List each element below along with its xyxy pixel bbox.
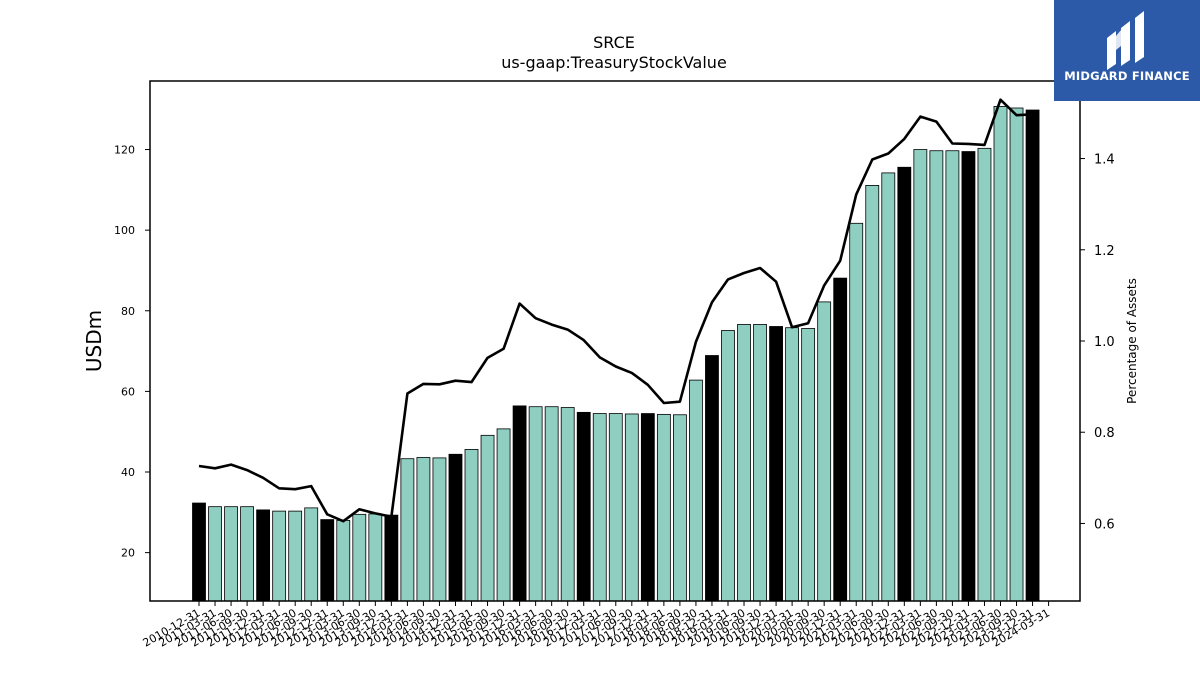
- midgard-logo-icon: [1107, 11, 1144, 70]
- bar-2013-09-30: [368, 513, 383, 602]
- y-tick-label: 60: [121, 385, 135, 398]
- bar-2021-06-30: [865, 185, 880, 602]
- bar-2021-12-31: [897, 166, 912, 602]
- bar-2017-06-30: [608, 413, 623, 602]
- bar-2021-09-30: [881, 172, 896, 602]
- bar-2021-03-31: [849, 222, 864, 602]
- bar-2020-03-31: [785, 327, 800, 602]
- bar-2011-03-31: [208, 506, 222, 602]
- bar-2023-06-30: [993, 105, 1008, 602]
- y-tick-label: 80: [121, 305, 135, 318]
- y-tick-label: 100: [114, 224, 135, 237]
- y2-tick-label: 1.4: [1094, 153, 1115, 168]
- bar-2014-12-31: [448, 453, 463, 602]
- bar-2019-12-31: [769, 326, 783, 602]
- chart-subtitle: us-gaap:TreasuryStockValue: [501, 53, 727, 72]
- bar-2019-09-30: [753, 324, 767, 602]
- bar-2015-12-31: [512, 405, 527, 602]
- line-layer: [198, 98, 1033, 523]
- bar-2023-03-31: [977, 147, 992, 602]
- bar-2013-03-31: [336, 519, 351, 602]
- bar-2015-09-30: [496, 428, 511, 602]
- bar-2016-09-30: [560, 407, 575, 602]
- bar-2012-03-31: [272, 510, 287, 602]
- bar-2023-12-31: [1025, 109, 1040, 602]
- y-tick-label: 20: [121, 547, 135, 560]
- bar-2017-03-31: [592, 413, 607, 602]
- bar-2015-06-30: [480, 434, 495, 602]
- y-axis-left: 20 40 60 80 100 120: [114, 144, 150, 560]
- bar-2013-12-31: [384, 514, 399, 602]
- bar-2016-03-31: [528, 406, 543, 602]
- y-tick-label: 120: [114, 144, 135, 157]
- bar-2012-09-30: [304, 507, 319, 602]
- bar-2020-09-30: [817, 301, 832, 602]
- bars: [192, 105, 1040, 602]
- logo-text: MIDGARD FINANCE: [1064, 69, 1190, 83]
- bar-2012-06-30: [288, 510, 303, 602]
- x-axis: 2010-12-312011-03-312011-06-302011-09-30…: [141, 601, 1052, 650]
- bar-2010-12-31: [192, 502, 206, 602]
- y2-tick-label: 0.8: [1094, 426, 1115, 441]
- bar-2023-09-30: [1009, 107, 1024, 602]
- bar-2016-06-30: [544, 406, 559, 602]
- y-tick-label: 40: [121, 466, 135, 479]
- y2-tick-label: 1.2: [1094, 244, 1115, 259]
- bar-2014-03-31: [400, 458, 415, 602]
- midgard-finance-logo: MIDGARD FINANCE: [1054, 0, 1200, 101]
- bar-2019-06-30: [737, 324, 751, 602]
- bar-2017-09-30: [624, 413, 639, 602]
- bar-2014-09-30: [432, 457, 447, 602]
- y2-tick-label: 0.6: [1094, 517, 1115, 532]
- bar-2018-06-30: [673, 414, 687, 602]
- bar-2018-03-31: [656, 413, 671, 602]
- bar-2017-12-31: [640, 413, 655, 602]
- bar-2018-09-30: [689, 379, 703, 602]
- bar-2020-06-30: [801, 328, 816, 602]
- chart-title: SRCE: [593, 33, 635, 52]
- bar-2018-12-31: [705, 355, 719, 602]
- y2-axis-label: Percentage of Assets: [1125, 278, 1139, 404]
- bar-2016-12-31: [576, 411, 591, 602]
- bar-2011-09-30: [240, 506, 254, 602]
- bar-2022-09-30: [945, 150, 960, 602]
- bar-2015-03-31: [464, 449, 479, 602]
- bar-2012-12-31: [320, 519, 335, 602]
- bar-2022-03-31: [913, 149, 928, 602]
- y2-tick-label: 1.0: [1094, 335, 1115, 350]
- bar-2022-12-31: [961, 151, 976, 602]
- bar-2014-06-30: [416, 457, 431, 602]
- percentage-line: [198, 98, 1033, 523]
- bar-2019-03-31: [721, 330, 735, 602]
- bar-2011-12-31: [256, 509, 271, 602]
- bar-2020-12-31: [833, 277, 848, 602]
- bar-2022-06-30: [929, 150, 944, 602]
- bar-2013-06-30: [352, 513, 367, 602]
- y-axis-label: USDm: [82, 310, 106, 372]
- y-axis-right: 0.6 0.8 1.0 1.2 1.4: [1080, 153, 1115, 532]
- bar-2011-06-30: [224, 506, 238, 602]
